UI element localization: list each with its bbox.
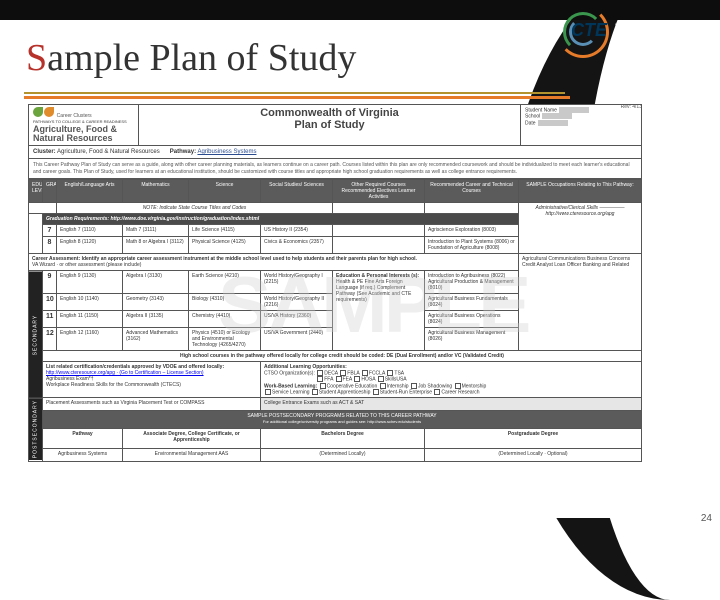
level-middle: MIDDLE: [29, 214, 43, 254]
certifications-cell: List related certification/credentials a…: [43, 362, 261, 398]
hdr-other: Other Required Courses Recommended Elect…: [333, 180, 425, 203]
description-text: This Career Pathway Plan of Study can se…: [28, 159, 642, 179]
post-data-row: Agribusiness Systems Environmental Manag…: [29, 448, 642, 461]
hdr-rec: Recommended Career and Technical Courses: [425, 180, 519, 203]
plan-of-study-document: Rev: 4/13 SAMPLE Career Clusters PATHWAY…: [28, 104, 642, 518]
logo-text: CTE: [571, 20, 607, 41]
level-postsecondary: POSTSECONDARY: [29, 398, 43, 461]
hdr-ela: English/Language Arts: [57, 180, 123, 203]
hdr-edlevel: EDUCATION LEVELS: [29, 180, 43, 203]
hdr-sci: Science: [189, 180, 261, 203]
placement-assessments: Placement Assessments such as Virginia P…: [43, 398, 261, 411]
revision-label: Rev: 4/13: [621, 104, 642, 110]
hdr-grade: GRADE: [43, 180, 57, 203]
hs-note-row: High school courses in the pathway offer…: [43, 351, 642, 362]
page-number: 24: [701, 513, 712, 524]
orange-rule: [24, 96, 570, 99]
title-rest: ample Plan of Study: [47, 37, 356, 79]
plan-grid: EDUCATION LEVELS GRADE English/Language …: [28, 179, 642, 462]
career-cluster-logo: Career Clusters PATHWAYS TO COLLEGE & CA…: [29, 105, 139, 145]
hdr-math: Mathematics: [123, 180, 189, 203]
post-cols-row: Pathway Associate Degree, College Certif…: [29, 429, 642, 449]
level-secondary: SECONDARY: [29, 271, 43, 398]
cte-logo: CTE Learning that works for Virginia: [557, 6, 692, 64]
interests-box: Education & Personal Interests (s):Healt…: [333, 271, 425, 351]
logo-swirl: CTE: [557, 6, 609, 58]
cluster-pathway-row: Cluster: Agriculture, Food & Natural Res…: [28, 146, 642, 159]
hdr-relate: SAMPLE Occupations Relating to This Path…: [519, 180, 642, 203]
sample-post-header: SAMPLE POSTSECONDARY PROGRAMS RELATED TO…: [43, 410, 642, 428]
doc-title: Commonwealth of Virginia Plan of Study: [139, 105, 521, 145]
student-fields: Student Name School Date: [521, 105, 641, 145]
title-first-letter: S: [26, 37, 47, 79]
doc-header-row: Career Clusters PATHWAYS TO COLLEGE & CA…: [28, 104, 642, 146]
college-entrance: College Entrance Exams such as ACT & SAT: [261, 398, 642, 411]
logo-tagline: Learning that works for Virginia: [615, 24, 695, 38]
hdr-ss: Social Studies/ Sciences: [261, 180, 333, 203]
gold-rule: [24, 92, 565, 94]
additional-learning-cell: Additional Learning Opportunities: CTSO …: [261, 362, 642, 398]
pathway-link[interactable]: Agribusiness Systems: [197, 149, 256, 155]
career-assessment-row: Career Assessment: Identify an appropria…: [29, 254, 519, 271]
